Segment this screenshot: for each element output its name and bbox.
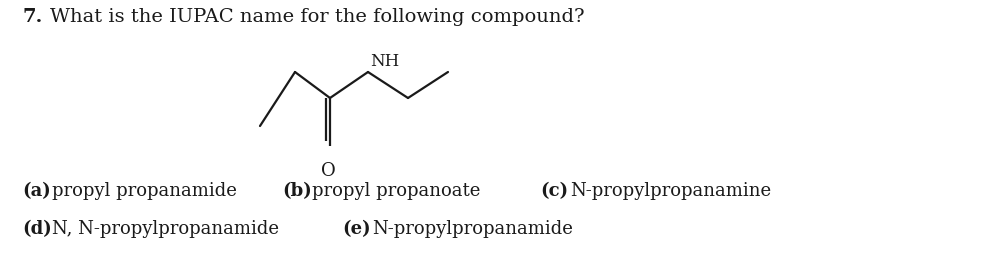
Text: What is the IUPAC name for the following compound?: What is the IUPAC name for the following… <box>50 8 585 26</box>
Text: O: O <box>320 162 335 180</box>
Text: (c): (c) <box>540 182 569 200</box>
Text: N-propylpropanamine: N-propylpropanamine <box>570 182 771 200</box>
Text: 7.: 7. <box>22 8 42 26</box>
Text: (a): (a) <box>22 182 51 200</box>
Text: N-propylpropanamide: N-propylpropanamide <box>372 220 573 238</box>
Text: propyl propanoate: propyl propanoate <box>312 182 480 200</box>
Text: (e): (e) <box>342 220 370 238</box>
Text: N, N-propylpropanamide: N, N-propylpropanamide <box>52 220 279 238</box>
Text: (d): (d) <box>22 220 52 238</box>
Text: propyl propanamide: propyl propanamide <box>52 182 237 200</box>
Text: NH: NH <box>370 53 399 70</box>
Text: (b): (b) <box>282 182 311 200</box>
